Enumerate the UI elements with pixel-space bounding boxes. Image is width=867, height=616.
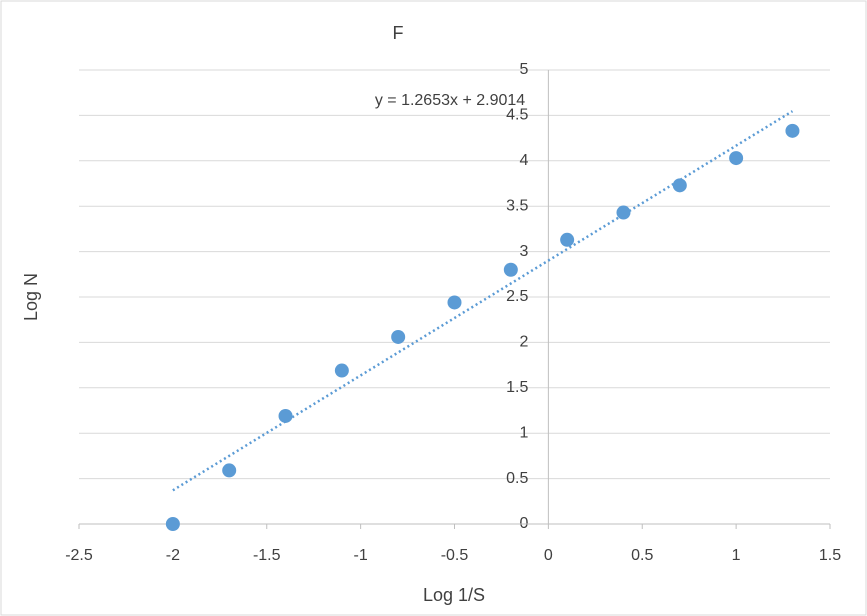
- x-tick-label: -1: [354, 547, 368, 564]
- y-tick-label: 1.5: [506, 379, 528, 396]
- chart-title: F: [393, 23, 404, 43]
- point: [391, 330, 405, 344]
- y-tick-label: 3.5: [506, 197, 528, 214]
- y-tick-label: 5: [519, 61, 528, 78]
- x-axis-label: Log 1/S: [423, 585, 485, 605]
- point: [785, 124, 799, 138]
- y-axis-label: Log N: [21, 273, 41, 321]
- chart: F Log 1/S Log N 00.511.522.533.544.55-2.…: [0, 0, 867, 616]
- y-tick-label: 4: [519, 152, 528, 169]
- y-tick-label: 1: [519, 424, 528, 441]
- x-tick-label: -0.5: [441, 547, 469, 564]
- y-tick-label: 2.5: [506, 288, 528, 305]
- x-tick-label: 0.5: [631, 547, 653, 564]
- y-tick-label: 3: [519, 243, 528, 260]
- y-tick-label: 2: [519, 334, 528, 351]
- point: [616, 206, 630, 220]
- x-tick-label: -1.5: [253, 547, 281, 564]
- point: [166, 517, 180, 531]
- trendline-label: y = 1.2653x + 2.9014: [375, 92, 525, 109]
- x-tick-label: 1.5: [819, 547, 841, 564]
- point: [673, 178, 687, 192]
- point: [729, 151, 743, 165]
- point: [335, 364, 349, 378]
- x-tick-label: -2.5: [65, 547, 93, 564]
- x-tick-label: 1: [732, 547, 741, 564]
- point: [279, 409, 293, 423]
- point: [448, 295, 462, 309]
- x-tick-label: -2: [166, 547, 180, 564]
- point: [222, 463, 236, 477]
- point: [560, 233, 574, 247]
- point: [504, 263, 518, 277]
- x-tick-label: 0: [544, 547, 553, 564]
- y-tick-label: 0.5: [506, 470, 528, 487]
